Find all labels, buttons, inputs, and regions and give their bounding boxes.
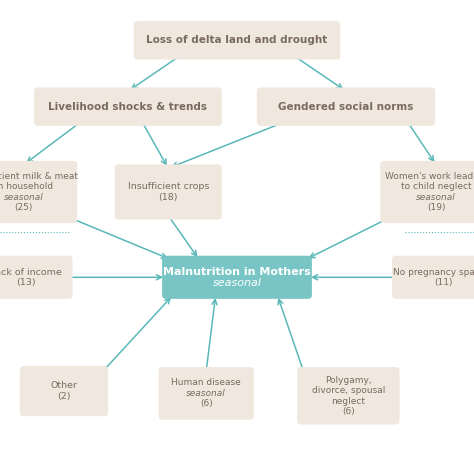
Text: Insufficient milk & meat: Insufficient milk & meat [0, 172, 78, 181]
Text: Gendered social norms: Gendered social norms [278, 101, 414, 112]
Text: seasonal: seasonal [186, 389, 226, 398]
Text: seasonal: seasonal [416, 193, 456, 201]
FancyBboxPatch shape [20, 366, 108, 416]
FancyBboxPatch shape [134, 21, 340, 60]
Text: seasonal: seasonal [4, 193, 44, 201]
FancyBboxPatch shape [257, 87, 435, 126]
Text: (18): (18) [158, 193, 178, 201]
Text: Loss of delta land and drought: Loss of delta land and drought [146, 35, 328, 46]
Text: (6): (6) [342, 407, 355, 416]
Text: (25): (25) [15, 203, 33, 212]
Text: (19): (19) [427, 203, 446, 212]
Text: in household: in household [0, 182, 53, 191]
FancyBboxPatch shape [0, 161, 77, 223]
FancyBboxPatch shape [0, 256, 73, 299]
Text: Livelihood shocks & trends: Livelihood shocks & trends [48, 101, 208, 112]
Text: Women's work leading: Women's work leading [385, 172, 474, 181]
Text: Lack of income: Lack of income [0, 268, 62, 276]
Text: (6): (6) [200, 400, 212, 408]
FancyBboxPatch shape [115, 164, 222, 219]
Text: No pregnancy spacing: No pregnancy spacing [392, 268, 474, 276]
Text: Other: Other [51, 382, 77, 390]
Text: (11): (11) [434, 278, 453, 287]
Text: Insufficient crops: Insufficient crops [128, 182, 209, 191]
Text: Polygamy,: Polygamy, [325, 376, 372, 384]
Text: Human disease: Human disease [171, 379, 241, 387]
Text: seasonal: seasonal [212, 277, 262, 288]
FancyBboxPatch shape [380, 161, 474, 223]
Text: (13): (13) [16, 278, 36, 287]
FancyBboxPatch shape [158, 367, 254, 420]
Text: (2): (2) [57, 392, 71, 401]
Text: neglect: neglect [331, 397, 365, 405]
FancyBboxPatch shape [297, 367, 400, 425]
FancyBboxPatch shape [392, 256, 474, 299]
Text: Malnutrition in Mothers: Malnutrition in Mothers [163, 267, 311, 277]
FancyBboxPatch shape [34, 87, 222, 126]
Text: divorce, spousal: divorce, spousal [312, 386, 385, 395]
Text: to child neglect: to child neglect [401, 182, 471, 191]
FancyBboxPatch shape [162, 256, 312, 299]
